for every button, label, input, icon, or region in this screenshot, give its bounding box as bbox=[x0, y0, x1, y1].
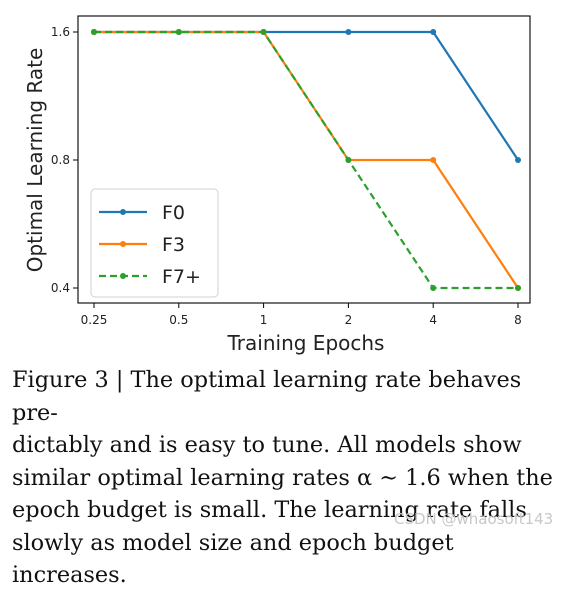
x-tick-label: 0.25 bbox=[81, 313, 108, 327]
legend-label: F7+ bbox=[162, 266, 201, 288]
data-point bbox=[260, 29, 267, 35]
series-line-f7 bbox=[94, 30, 518, 290]
legend-label: F3 bbox=[162, 234, 185, 256]
data-point bbox=[430, 29, 437, 35]
legend-box bbox=[90, 188, 219, 298]
y-tick-label: 0.8 bbox=[51, 153, 70, 167]
y-axis-label: Optimal Learning Rate bbox=[23, 48, 47, 273]
data-point bbox=[430, 157, 437, 163]
data-point bbox=[345, 157, 352, 163]
x-tick-label: 4 bbox=[429, 313, 437, 327]
x-tick-label: 2 bbox=[345, 313, 353, 327]
x-axis-label: Training Epochs bbox=[227, 331, 385, 355]
y-tick-label: 1.6 bbox=[51, 25, 70, 39]
figure-caption: Figure 3 | The optimal learning rate beh… bbox=[12, 367, 553, 588]
y-tick-label: 0.4 bbox=[51, 281, 70, 295]
x-tick-label: 1 bbox=[260, 313, 268, 327]
legend-swatch-marker bbox=[120, 273, 126, 279]
x-tick-label: 8 bbox=[514, 313, 522, 327]
data-point bbox=[515, 285, 521, 291]
data-point bbox=[91, 29, 97, 35]
legend-swatch-marker bbox=[120, 241, 126, 247]
x-tick-label: 0.5 bbox=[169, 313, 188, 327]
y-axis-ticks: 0.4 0.8 1.6 bbox=[51, 25, 78, 295]
legend: F0 F3 F7+ bbox=[90, 188, 219, 298]
data-point bbox=[515, 157, 521, 163]
data-point bbox=[345, 29, 352, 35]
legend-label: F0 bbox=[162, 202, 185, 224]
data-point bbox=[175, 29, 182, 35]
series-layer bbox=[91, 29, 521, 291]
data-point bbox=[430, 285, 437, 291]
learning-rate-chart: 0.25 0.5 1 2 4 8 0.4 0.8 1.6 Training Epochs Op… bbox=[23, 15, 531, 355]
x-axis-ticks: 0.25 0.5 1 2 4 8 bbox=[81, 303, 522, 327]
legend-swatch-marker bbox=[120, 209, 126, 215]
watermark: CSDN @whaosoft143 bbox=[394, 510, 554, 528]
